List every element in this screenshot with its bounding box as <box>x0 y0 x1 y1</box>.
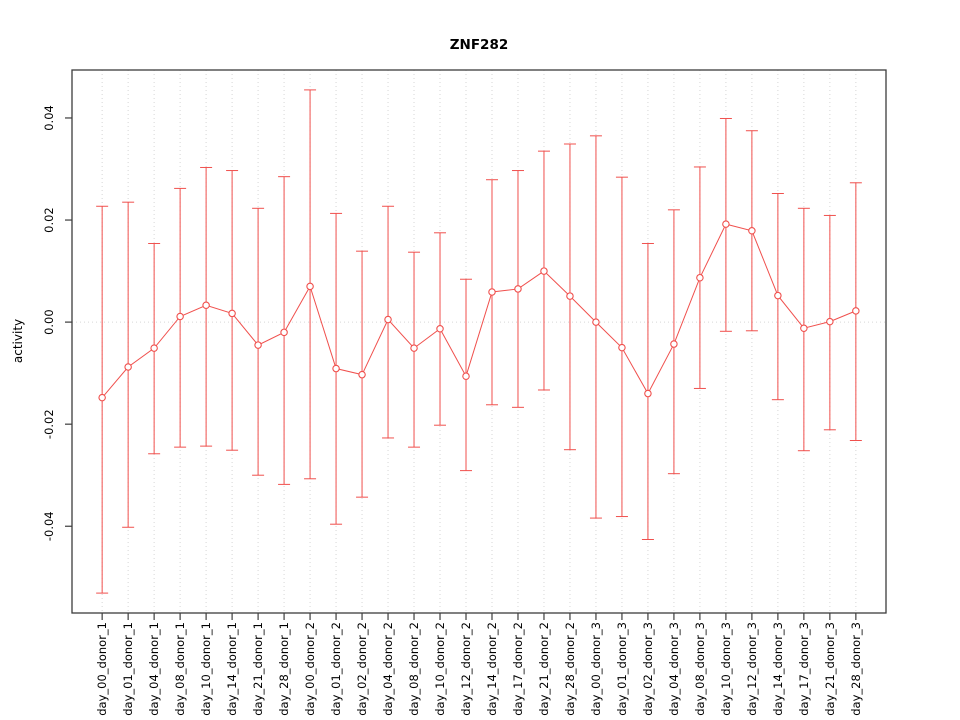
data-point <box>150 344 158 352</box>
y-tick-label: 0.04 <box>42 105 56 131</box>
y-tick-label: -0.02 <box>42 409 56 439</box>
x-tick-label: day_04_donor_2 <box>381 622 395 716</box>
x-tick-label: day_12_donor_2 <box>459 622 473 716</box>
x-tick-label: day_04_donor_3 <box>667 622 681 716</box>
x-tick-label: day_17_donor_2 <box>511 622 525 716</box>
x-tick-label: day_01_donor_3 <box>615 622 629 716</box>
x-tick-label: day_01_donor_1 <box>121 622 135 716</box>
y-tick-label: -0.04 <box>42 511 56 541</box>
x-tick-label: day_21_donor_1 <box>251 622 265 716</box>
x-tick-label: day_28_donor_2 <box>563 622 577 716</box>
x-tick-label: day_10_donor_3 <box>719 622 733 716</box>
data-point <box>774 291 782 300</box>
y-tick-label: 0.02 <box>42 207 56 233</box>
plot-area: -0.04 -0.02 0.00 0.02 0.04 day_00_donor_1 day_… <box>42 69 887 716</box>
x-tick-label: day_21_donor_3 <box>823 622 837 716</box>
x-tick-label: day_21_donor_2 <box>537 622 551 716</box>
data-point <box>566 292 574 300</box>
data-point <box>202 301 210 310</box>
data-point <box>176 312 184 321</box>
x-tick-label: day_08_donor_1 <box>173 622 187 716</box>
x-tick-label: day_10_donor_1 <box>199 622 213 716</box>
chart-title: ZNF282 <box>450 37 509 53</box>
x-tick-label: day_12_donor_3 <box>745 622 759 716</box>
data-point <box>644 389 652 398</box>
data-point <box>124 363 132 371</box>
x-tick-label: day_00_donor_3 <box>589 622 603 716</box>
data-point <box>618 343 626 352</box>
data-point <box>384 315 392 324</box>
data-point <box>306 282 314 291</box>
x-tick-label: day_14_donor_3 <box>771 622 785 716</box>
data-point <box>410 344 418 352</box>
data-point <box>280 328 288 337</box>
data-point <box>852 307 860 315</box>
data-point <box>488 288 496 296</box>
x-tick-label: day_17_donor_3 <box>797 622 811 716</box>
data-point <box>358 370 366 379</box>
data-point <box>332 364 340 373</box>
data-point <box>98 393 106 402</box>
x-tick-label: day_14_donor_1 <box>225 622 239 716</box>
x-tick-label: day_28_donor_3 <box>849 622 863 716</box>
y-tick-label: 0.00 <box>42 309 56 335</box>
x-tick-label: day_02_donor_2 <box>355 622 369 716</box>
x-tick-label: day_08_donor_2 <box>407 622 421 716</box>
x-tick-label: day_00_donor_2 <box>303 622 317 716</box>
y-axis-title: activity <box>11 319 25 363</box>
data-point <box>800 324 808 332</box>
data-point <box>696 273 704 282</box>
x-tick-label: day_10_donor_2 <box>433 622 447 716</box>
data-point <box>540 267 548 275</box>
plot-border <box>71 69 887 614</box>
x-tick-label: day_08_donor_3 <box>693 622 707 716</box>
data-point <box>670 340 678 348</box>
x-tick-label: day_00_donor_1 <box>95 622 109 716</box>
data-point <box>722 220 730 228</box>
x-tick-label: day_14_donor_2 <box>485 622 499 716</box>
data-point <box>436 324 444 333</box>
x-tick-label: day_01_donor_2 <box>329 622 343 716</box>
data-point <box>228 309 236 318</box>
x-tick-label: day_02_donor_3 <box>641 622 655 716</box>
data-point <box>592 318 600 326</box>
x-tick-label: day_04_donor_1 <box>147 622 161 716</box>
data-point <box>748 227 756 235</box>
data-point <box>826 317 834 326</box>
data-point <box>254 341 262 349</box>
data-point <box>462 372 470 380</box>
data-point <box>514 285 522 293</box>
x-tick-label: day_28_donor_1 <box>277 622 291 716</box>
series-line <box>101 223 857 398</box>
